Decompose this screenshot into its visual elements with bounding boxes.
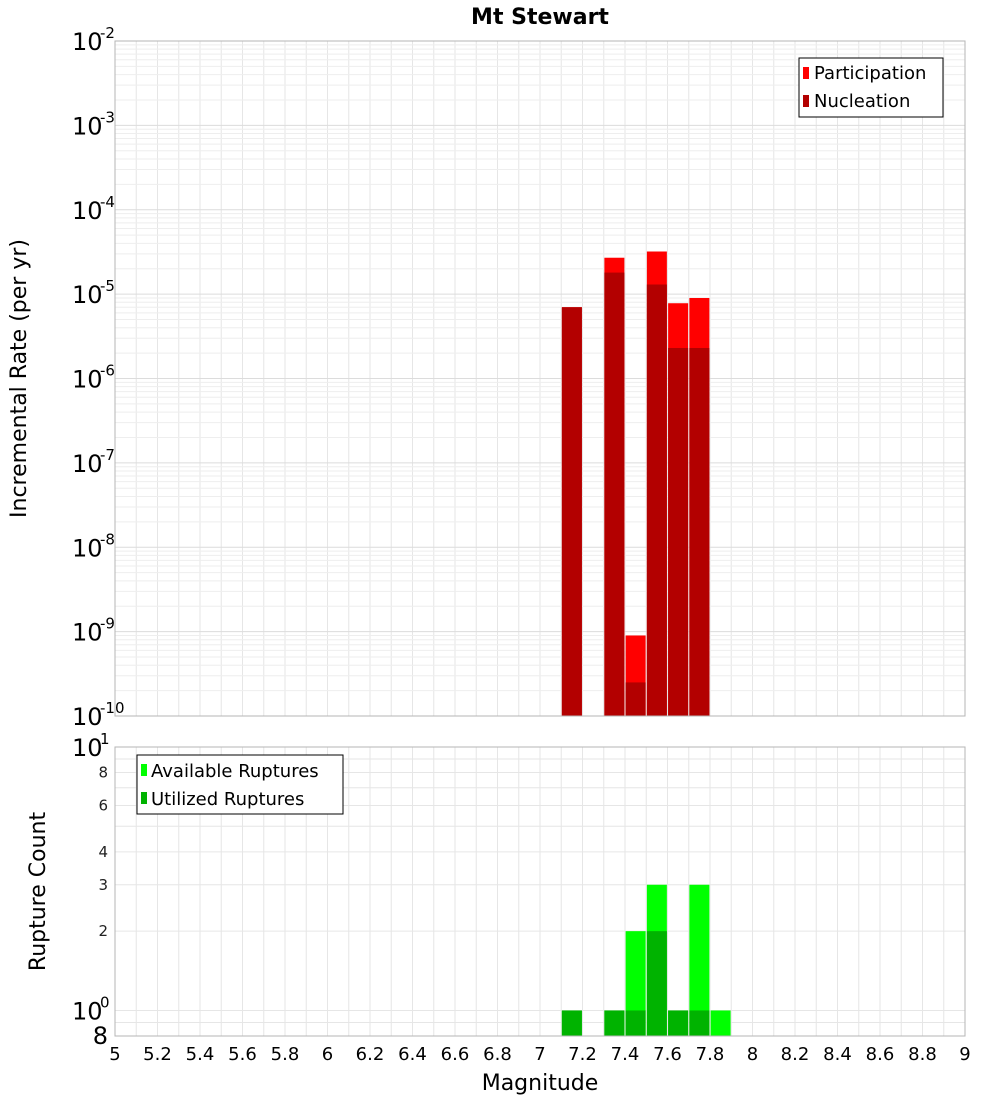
- y-tick-label: 10-10: [72, 699, 125, 731]
- x-axis-label: Magnitude: [482, 1071, 599, 1096]
- y-tick-exponent: 1: [100, 730, 110, 748]
- legend-label-utilized: Utilized Ruptures: [151, 789, 304, 810]
- x-tick-label: 7.4: [611, 1044, 640, 1065]
- y-tick-exponent: -7: [100, 446, 115, 464]
- x-tick-label: 8.4: [823, 1044, 852, 1065]
- utilized-ruptures-bar: [561, 1010, 582, 1036]
- y-tick-base: 10: [72, 703, 103, 731]
- x-tick-label: 8: [747, 1044, 758, 1065]
- x-tick-label: 7.6: [653, 1044, 682, 1065]
- bottom-y-axis-label: Rupture Count: [26, 812, 51, 972]
- legend-swatch-participation: [803, 67, 809, 79]
- y-tick-base: 10: [72, 734, 103, 762]
- utilized-ruptures-bar: [668, 1010, 689, 1036]
- y-tick-minor-label: 4: [98, 843, 108, 861]
- y-tick-label: 100: [72, 993, 110, 1025]
- y-tick-exponent: -9: [100, 615, 115, 633]
- legend-label-available: Available Ruptures: [151, 761, 319, 782]
- nucleation-bar: [668, 347, 689, 716]
- y-tick-minor-label: 8: [98, 764, 108, 782]
- y-tick-base: 10: [72, 28, 103, 56]
- x-tick-label: 7: [534, 1044, 545, 1065]
- nucleation-bar: [561, 307, 582, 716]
- y-tick-minor-label: 8: [93, 1022, 108, 1050]
- legend-label-nucleation: Nucleation: [814, 91, 910, 112]
- legend-swatch-available: [141, 764, 147, 776]
- y-tick-label: 10-8: [72, 530, 115, 562]
- nucleation-bar: [625, 682, 646, 716]
- x-tick-label: 9: [959, 1044, 970, 1065]
- legend-swatch-utilized: [141, 792, 147, 804]
- available-ruptures-bar: [625, 931, 646, 1036]
- top-legend: Participation Nucleation: [798, 57, 944, 118]
- x-tick-label: 6: [322, 1044, 333, 1065]
- top-plot-frame: [114, 40, 966, 717]
- chart-title: Mt Stewart: [471, 5, 609, 30]
- legend-swatch-nucleation: [803, 95, 809, 107]
- y-tick-exponent: -8: [100, 530, 115, 548]
- y-tick-exponent: -2: [100, 24, 115, 42]
- y-tick-exponent: -3: [100, 108, 115, 126]
- y-tick-base: 10: [72, 197, 103, 225]
- y-tick-exponent: -5: [100, 277, 115, 295]
- y-tick-base: 10: [72, 997, 103, 1025]
- y-tick-exponent: -4: [100, 193, 115, 211]
- legend-box: [798, 57, 944, 118]
- y-tick-minor-label: 3: [98, 876, 108, 894]
- y-tick-label: 10-9: [72, 615, 115, 647]
- legend-label-participation: Participation: [814, 63, 926, 84]
- utilized-ruptures-bar: [646, 931, 667, 1036]
- x-tick-label: 8.6: [866, 1044, 895, 1065]
- x-tick-label: 8.2: [781, 1044, 810, 1065]
- x-tick-label: 6.6: [441, 1044, 470, 1065]
- top-y-axis-label: Incremental Rate (per yr): [7, 239, 32, 518]
- available-ruptures-bar: [710, 1010, 731, 1036]
- bottom-legend: Available Ruptures Utilized Ruptures: [136, 754, 344, 815]
- y-tick-minor-label: 2: [98, 922, 108, 940]
- y-tick-label: 10-4: [72, 193, 115, 225]
- x-tick-label: 6.4: [398, 1044, 427, 1065]
- y-tick-base: 10: [72, 112, 103, 140]
- x-tick-label: 5.4: [186, 1044, 215, 1065]
- utilized-ruptures-bar: [604, 1010, 625, 1036]
- y-tick-base: 10: [72, 281, 103, 309]
- available-ruptures-bar: [689, 884, 710, 1036]
- y-tick-exponent: 0: [100, 993, 110, 1011]
- y-tick-base: 10: [72, 366, 103, 394]
- x-tick-label: 5.6: [228, 1044, 257, 1065]
- x-tick-label: 6.8: [483, 1044, 512, 1065]
- legend-box: [136, 754, 344, 815]
- y-tick-label: 10-6: [72, 362, 115, 394]
- x-tick-label: 8.8: [908, 1044, 937, 1065]
- y-tick-label: 10-5: [72, 277, 115, 309]
- x-tick-label: 5.2: [143, 1044, 172, 1065]
- y-tick-label: 10-3: [72, 108, 115, 140]
- x-tick-label: 5: [109, 1044, 120, 1065]
- y-tick-exponent: -6: [100, 362, 115, 380]
- y-tick-label: 101: [72, 730, 110, 762]
- y-tick-base: 10: [72, 450, 103, 478]
- y-tick-exponent: -10: [100, 699, 125, 717]
- x-tick-label: 7.2: [568, 1044, 597, 1065]
- nucleation-bar: [604, 272, 625, 716]
- x-tick-label: 6.2: [356, 1044, 385, 1065]
- y-tick-label: 10-7: [72, 446, 115, 478]
- x-tick-label: 7.8: [696, 1044, 725, 1065]
- utilized-ruptures-bar: [689, 1010, 710, 1036]
- bottom-plot-frame: [114, 746, 966, 1037]
- nucleation-bar: [646, 284, 667, 716]
- y-tick-minor-label: 6: [98, 796, 108, 814]
- nucleation-bar: [689, 347, 710, 716]
- y-tick-label: 10-2: [72, 24, 115, 56]
- x-tick-label: 5.8: [271, 1044, 300, 1065]
- y-tick-base: 10: [72, 619, 103, 647]
- utilized-ruptures-bar: [625, 1010, 646, 1036]
- y-tick-base: 10: [72, 534, 103, 562]
